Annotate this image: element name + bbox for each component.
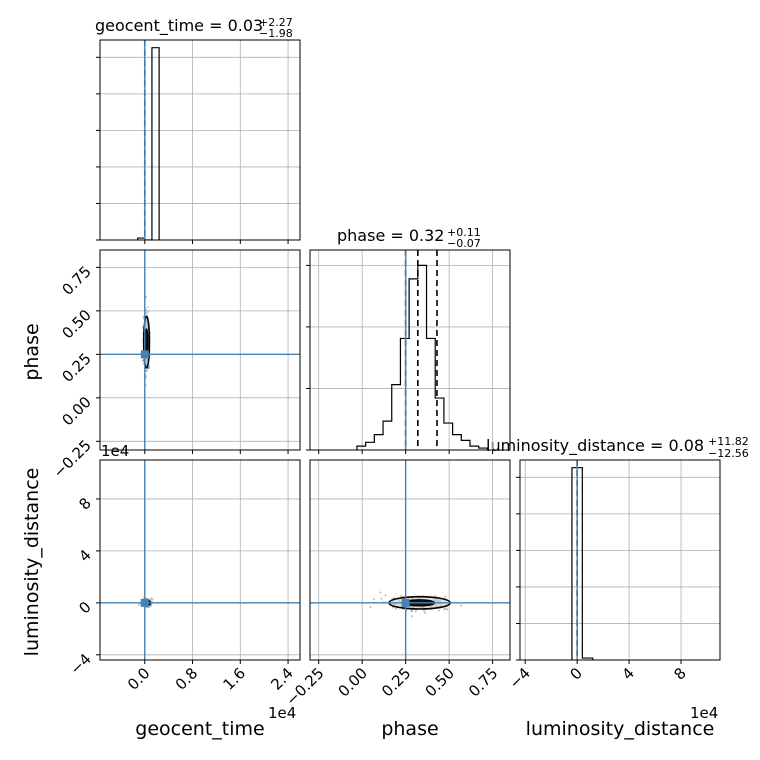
scatter-point xyxy=(146,306,149,309)
offset-label-geocent-time-x: 1e4 xyxy=(268,704,296,722)
ylabel-phase: phase xyxy=(21,323,43,380)
panel-geocent_time-hist xyxy=(96,39,301,244)
truth-marker xyxy=(140,598,149,607)
offset-label-luminosity-distance-x: 1e4 xyxy=(690,704,718,722)
scatter-point xyxy=(410,615,414,618)
scatter-point xyxy=(142,362,145,365)
scatter-point xyxy=(434,594,437,598)
title-luminosity-distance-lower: −12.56 xyxy=(708,447,749,460)
scatter-point xyxy=(423,611,427,614)
title-phase-upper: +0.11 xyxy=(447,226,481,239)
scatter-point xyxy=(137,603,141,606)
axes-frame xyxy=(309,249,511,451)
scatter-point xyxy=(446,608,449,611)
scatter-point xyxy=(147,366,151,369)
scatter-point xyxy=(399,594,403,597)
title-geocent-time-lower: −1.98 xyxy=(259,27,293,40)
xlabel-luminosity-distance: luminosity_distance xyxy=(526,718,715,740)
scatter-point xyxy=(384,594,387,597)
panel-phase-hist xyxy=(306,249,511,454)
scatter-point xyxy=(410,610,414,613)
title-geocent-time-upper: +2.27 xyxy=(259,16,293,29)
axes-frame xyxy=(309,459,511,661)
scatter-point xyxy=(144,295,148,299)
title-phase-lower: −0.07 xyxy=(447,237,481,250)
histogram-geocent_time xyxy=(137,47,160,240)
contour-outer xyxy=(142,315,151,369)
axes-frame xyxy=(99,39,301,241)
title-phase: phase = 0.32 xyxy=(337,226,444,245)
scatter-point xyxy=(423,609,426,612)
truth-marker xyxy=(401,598,410,607)
axes-frame xyxy=(99,249,301,451)
scatter-point xyxy=(150,597,153,600)
truth-marker xyxy=(140,350,149,359)
offset-label-luminosity-distance-y: 1e4 xyxy=(101,442,129,460)
scatter-point xyxy=(147,310,150,313)
scatter-point xyxy=(380,597,383,600)
scatter-point xyxy=(379,591,382,594)
scatter-point xyxy=(394,607,398,611)
scatter-point xyxy=(414,610,417,613)
axes-frame xyxy=(99,459,301,661)
scatter-point xyxy=(444,607,447,610)
xlabel-phase: phase xyxy=(381,718,438,740)
scatter-point xyxy=(145,312,148,315)
scatter-point xyxy=(437,609,440,612)
scatter-point xyxy=(369,605,372,609)
axes-frame xyxy=(519,459,721,661)
xlabel-geocent-time: geocent_time xyxy=(135,718,264,740)
scatter-point xyxy=(459,604,463,607)
title-geocent-time: geocent_time = 0.03 xyxy=(95,16,263,36)
ylabel-luminosity-distance: luminosity_distance xyxy=(21,468,43,657)
scatter-point xyxy=(145,369,148,373)
scatter-point xyxy=(141,359,144,362)
title-luminosity-distance: luminosity_distance = 0.08 xyxy=(486,436,704,456)
histogram-phase xyxy=(356,264,488,450)
scatter-point xyxy=(443,595,447,598)
title-luminosity-distance-upper: +11.82 xyxy=(708,435,749,448)
histogram-luminosity_distance xyxy=(571,467,594,660)
scatter-point xyxy=(372,598,376,601)
